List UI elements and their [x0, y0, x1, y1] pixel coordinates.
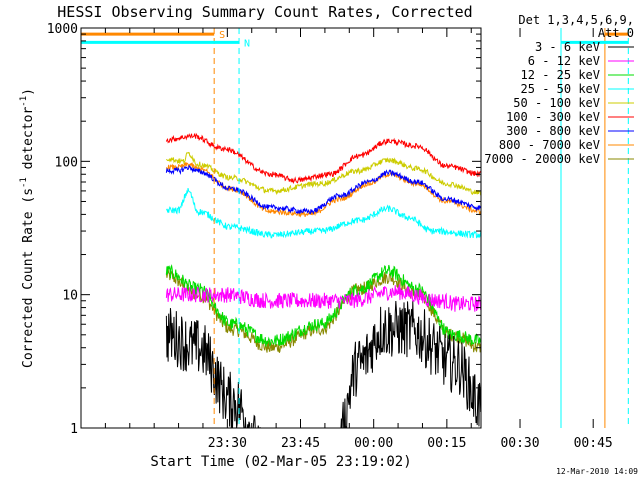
- series-line: [165, 165, 481, 215]
- x-axis: 23:30 23:45 00:00 00:15 00:30 00:45: [104, 28, 613, 451]
- series-line: [165, 187, 481, 239]
- legend-entry-label: 12 - 25 keV: [521, 68, 600, 82]
- x-tick-label: 23:45: [281, 436, 320, 451]
- chart-title: HESSI Observing Summary Count Rates, Cor…: [57, 3, 472, 21]
- x-tick-label: 00:30: [500, 436, 539, 451]
- y-axis-label: Corrected Count Rate (s-1 detector-1): [19, 88, 36, 368]
- legend-entry-label: 3 - 6 keV: [535, 40, 600, 54]
- legend-entry-label: 300 - 800 keV: [506, 124, 600, 138]
- timestamp: 12-Mar-2010 14:09: [556, 467, 638, 476]
- series-line: [165, 151, 481, 196]
- legend-entry-label: 800 - 7000 keV: [499, 138, 600, 152]
- legend-entry-label: 6 - 12 keV: [528, 54, 600, 68]
- legend-header-line1: Det 1,3,4,5,6,9,: [518, 13, 634, 27]
- series-line: [165, 162, 481, 218]
- legend-header-line2: Att 0: [598, 26, 634, 40]
- plot-frame: [80, 27, 482, 429]
- x-tick-label: 00:00: [354, 436, 393, 451]
- legend-entry-label: 25 - 50 keV: [521, 82, 600, 96]
- y-tick-label: 100: [55, 155, 78, 170]
- legend-entry-label: 7000 - 20000 keV: [484, 152, 600, 166]
- series-line: [165, 264, 481, 347]
- x-axis-label: Start Time (02-Mar-05 23:19:02): [150, 454, 411, 470]
- x-tick-label: 00:45: [574, 436, 613, 451]
- series-line: [165, 132, 481, 185]
- series-layer: [165, 132, 481, 428]
- legend-entry-label: 50 - 100 keV: [513, 96, 600, 110]
- series-line: [165, 284, 481, 312]
- flag-label: S: [219, 30, 225, 41]
- flag-label: N: [244, 38, 250, 49]
- x-tick-label: 00:15: [427, 436, 466, 451]
- series-line: [165, 301, 481, 428]
- y-tick-label: 1000: [47, 22, 78, 37]
- x-tick-label: 23:30: [208, 436, 247, 451]
- flag-bars: SN: [81, 30, 629, 49]
- y-axis: 1 10 100 1000: [47, 22, 481, 437]
- y-tick-label: 1: [70, 422, 78, 437]
- marker-lines: [213, 28, 629, 428]
- y-tick-label: 10: [62, 289, 78, 304]
- legend-entry-label: 100 - 300 keV: [506, 110, 600, 124]
